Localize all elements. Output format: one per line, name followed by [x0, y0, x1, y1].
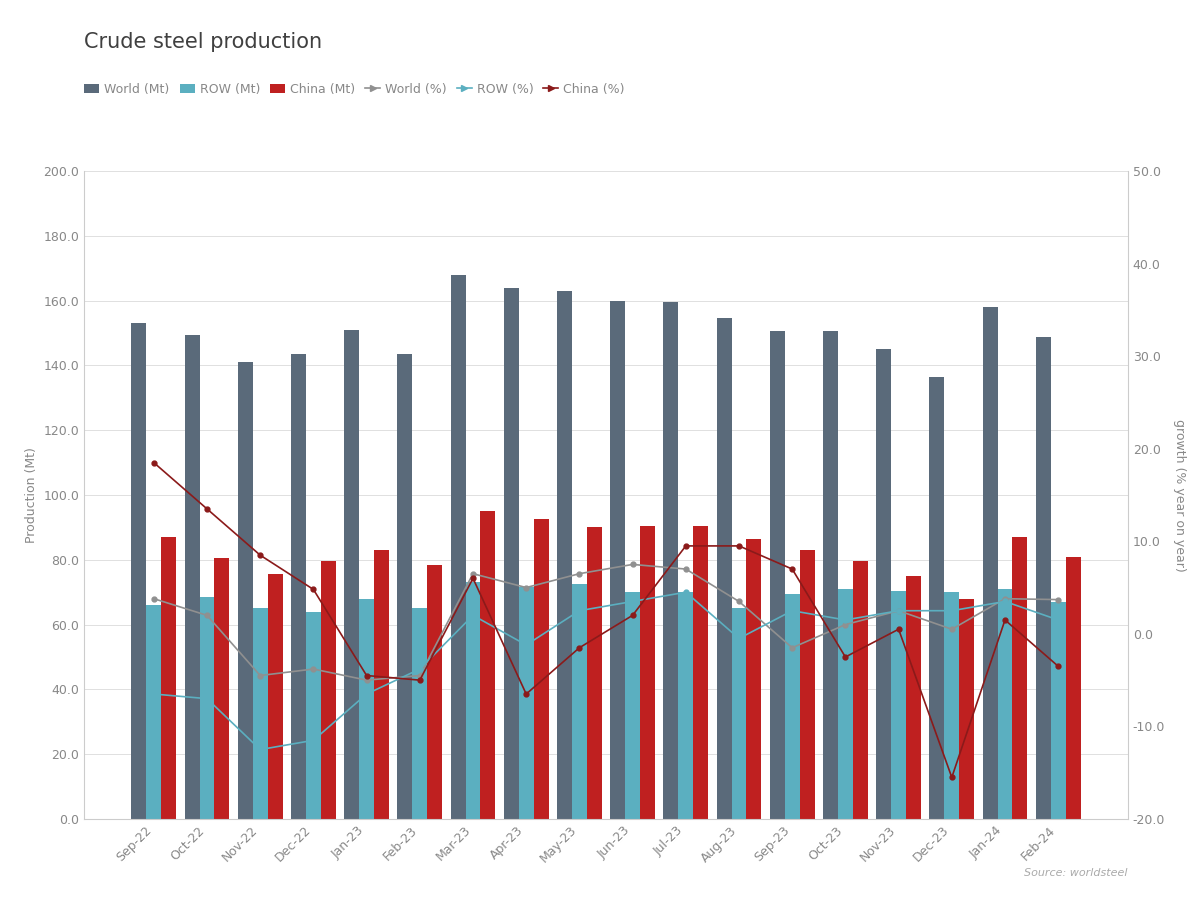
Bar: [1066, 556, 1080, 819]
Bar: [983, 307, 997, 819]
Bar: [716, 319, 732, 819]
Bar: [146, 605, 161, 819]
Bar: [732, 608, 746, 819]
Bar: [1051, 602, 1066, 819]
Bar: [876, 349, 892, 819]
Bar: [678, 592, 694, 819]
Bar: [1036, 337, 1051, 819]
Bar: [944, 592, 959, 819]
Bar: [930, 377, 944, 819]
Bar: [132, 323, 146, 819]
Legend: World (Mt), ROW (Mt), China (Mt), World (%), ROW (%), China (%): World (Mt), ROW (Mt), China (Mt), World …: [84, 83, 625, 95]
Bar: [238, 362, 253, 819]
Y-axis label: Production (Mt): Production (Mt): [25, 447, 37, 543]
Bar: [611, 301, 625, 819]
Bar: [625, 592, 640, 819]
Bar: [587, 527, 601, 819]
Bar: [572, 584, 587, 819]
Bar: [466, 582, 480, 819]
Bar: [215, 558, 229, 819]
Text: Crude steel production: Crude steel production: [84, 32, 322, 51]
Bar: [185, 335, 199, 819]
Bar: [199, 597, 215, 819]
Bar: [518, 588, 534, 819]
Bar: [320, 562, 336, 819]
Bar: [344, 329, 359, 819]
Bar: [785, 594, 799, 819]
Bar: [853, 562, 868, 819]
Y-axis label: growth (% year on year): growth (% year on year): [1174, 418, 1186, 572]
Bar: [397, 354, 413, 819]
Bar: [746, 539, 761, 819]
Bar: [480, 511, 496, 819]
Bar: [557, 291, 572, 819]
Bar: [253, 608, 268, 819]
Bar: [161, 537, 176, 819]
Bar: [823, 331, 838, 819]
Bar: [306, 612, 320, 819]
Bar: [534, 519, 548, 819]
Bar: [640, 526, 655, 819]
Bar: [451, 274, 466, 819]
Bar: [413, 608, 427, 819]
Bar: [770, 331, 785, 819]
Bar: [892, 590, 906, 819]
Bar: [374, 550, 389, 819]
Bar: [694, 526, 708, 819]
Bar: [799, 550, 815, 819]
Bar: [664, 302, 678, 819]
Bar: [359, 598, 374, 819]
Bar: [268, 574, 282, 819]
Bar: [959, 598, 974, 819]
Text: Source: worldsteel: Source: worldsteel: [1025, 868, 1128, 878]
Bar: [292, 354, 306, 819]
Bar: [504, 288, 518, 819]
Bar: [906, 576, 920, 819]
Bar: [838, 589, 853, 819]
Bar: [997, 589, 1013, 819]
Bar: [1013, 537, 1027, 819]
Bar: [427, 564, 442, 819]
